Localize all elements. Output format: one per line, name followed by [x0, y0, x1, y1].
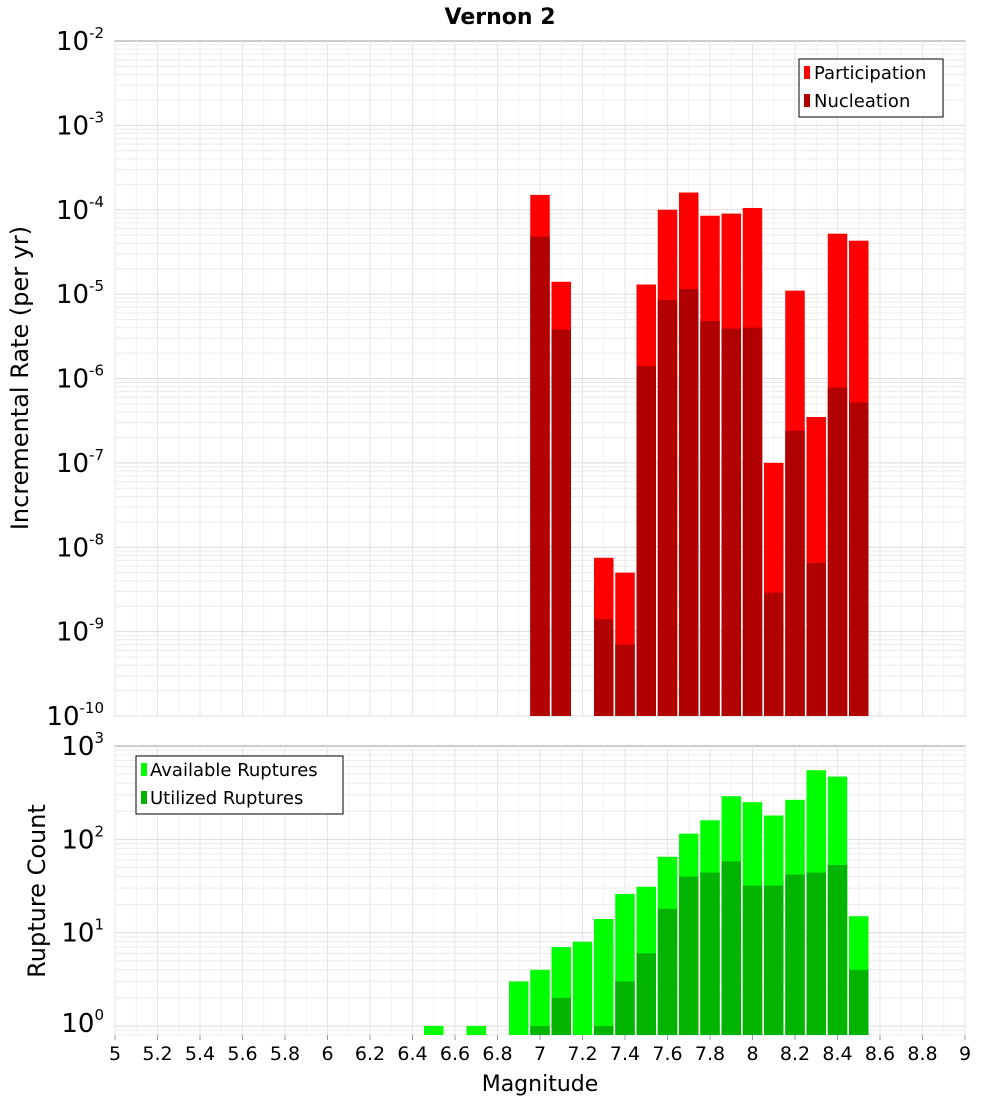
y-tick-label: 102	[61, 822, 104, 855]
x-tick-label: 6.2	[355, 1043, 385, 1065]
x-tick-labels: 5 5.2 5.4 5.6 5.8 6 6.2 6.4 6.6 6.8 7 7.2 7.4 7.6 7.8 8…	[109, 1035, 971, 1065]
count-bar-utilized-ruptures	[827, 865, 848, 1035]
y-tick-label: 10-9	[56, 615, 104, 648]
rate-bar-nucleation	[806, 563, 826, 716]
legend-swatch-participation	[804, 66, 810, 79]
x-tick-label: 5.4	[185, 1043, 215, 1065]
y-tick-label: 10-5	[56, 277, 104, 310]
x-tick-label: 8.6	[865, 1043, 895, 1065]
legend-label-available: Available Ruptures	[150, 760, 318, 781]
y-tick-label: 10-10	[46, 699, 104, 732]
x-tick-label: 6.4	[397, 1043, 427, 1065]
x-tick-label: 5.8	[270, 1043, 300, 1065]
y-tick-label: 10-4	[56, 193, 104, 226]
legend-swatch-nucleation	[804, 94, 810, 107]
x-tick-label: 6.6	[440, 1043, 470, 1065]
x-tick-label: 5.2	[142, 1043, 172, 1065]
y-tick-label: 10-6	[56, 362, 104, 395]
y-tick-label: 103	[61, 729, 104, 762]
rate-bar-nucleation	[636, 366, 656, 716]
x-tick-label: 9	[959, 1043, 971, 1065]
x-tick-label: 8	[746, 1043, 758, 1065]
rate-bar-nucleation	[657, 300, 678, 716]
rate-bar-nucleation	[721, 328, 741, 716]
count-bar-utilized-ruptures	[849, 969, 869, 1035]
legend-label-participation: Participation	[814, 63, 926, 84]
count-bar-utilized-ruptures	[657, 908, 678, 1035]
legend-swatch-utilized	[141, 791, 147, 804]
count-bar-available-ruptures	[530, 969, 550, 1035]
count-bar-available-ruptures	[466, 1025, 486, 1035]
rate-bar-nucleation	[764, 592, 784, 716]
count-bar-utilized-ruptures	[530, 1025, 550, 1035]
x-tick-label: 8.2	[780, 1043, 810, 1065]
count-legend: Available Ruptures Utilized Ruptures	[135, 755, 344, 815]
count-bar-utilized-ruptures	[594, 1025, 614, 1035]
x-tick-label: 5	[109, 1043, 121, 1065]
count-y-tick-labels: 100 101 102 103	[61, 729, 104, 1039]
rate-bar-nucleation	[827, 387, 848, 716]
y-tick-label: 10-8	[56, 530, 104, 563]
rate-bar-nucleation	[742, 327, 763, 716]
rate-y-tick-labels: 10-10 10-9 10-8 10-7 10-6 10-5 10-4 10-3 10-2	[46, 24, 104, 732]
count-y-axis-title: Rupture Count	[23, 804, 51, 978]
legend-swatch-available	[141, 763, 147, 776]
x-tick-label: 6	[321, 1043, 333, 1065]
count-bar-utilized-ruptures	[742, 885, 763, 1035]
x-tick-label: 8.4	[822, 1043, 852, 1065]
count-bar-utilized-ruptures	[636, 953, 656, 1035]
rate-bar-nucleation	[530, 236, 550, 716]
rate-bar-nucleation	[551, 329, 571, 716]
count-bar-utilized-ruptures	[764, 885, 784, 1035]
rate-legend: Participation Nucleation	[798, 58, 944, 118]
y-tick-label: 101	[61, 916, 104, 949]
x-tick-label: 7.8	[695, 1043, 725, 1065]
rate-bars	[530, 192, 869, 717]
x-tick-label: 7	[534, 1043, 546, 1065]
rate-bar-nucleation	[615, 644, 635, 716]
count-bar-utilized-ruptures	[700, 872, 720, 1035]
y-tick-label: 10-7	[56, 446, 104, 479]
count-bar-utilized-ruptures	[785, 874, 805, 1035]
rate-bar-nucleation	[700, 321, 720, 716]
x-tick-label: 7.6	[652, 1043, 682, 1065]
x-tick-label: 6.8	[482, 1043, 512, 1065]
y-tick-label: 10-3	[56, 108, 104, 141]
rate-y-axis-title: Incremental Rate (per yr)	[6, 226, 34, 530]
x-tick-label: 7.4	[610, 1043, 640, 1065]
rate-bar-nucleation	[594, 619, 614, 716]
x-tick-label: 5.6	[227, 1043, 257, 1065]
count-bar-utilized-ruptures	[806, 872, 826, 1035]
x-tick-label: 7.2	[567, 1043, 597, 1065]
legend-label-utilized: Utilized Ruptures	[150, 788, 303, 809]
count-bar-utilized-ruptures	[615, 981, 635, 1035]
count-panel: 100 101 102 103 5 5.2 5.4 5.6 5.8 6 6.2 6.4 6.6 6.8 7…	[23, 729, 971, 1065]
legend-label-nucleation: Nucleation	[814, 91, 910, 112]
count-bar-available-ruptures	[424, 1025, 444, 1035]
y-tick-label: 100	[61, 1006, 104, 1039]
count-bar-utilized-ruptures	[721, 861, 741, 1035]
rate-bar-nucleation	[849, 402, 869, 716]
count-bar-utilized-ruptures	[679, 876, 699, 1035]
rate-bar-nucleation	[679, 289, 699, 716]
count-bars	[424, 770, 869, 1035]
rate-bar-nucleation	[785, 430, 805, 716]
rate-panel: 10-10 10-9 10-8 10-7 10-6 10-5 10-4 10-3 10-2 In…	[6, 24, 966, 732]
count-bar-available-ruptures	[594, 919, 614, 1035]
count-bar-available-ruptures	[509, 981, 529, 1035]
y-tick-label: 10-2	[56, 24, 104, 57]
count-bar-utilized-ruptures	[551, 997, 571, 1035]
chart-title: Vernon 2	[445, 5, 556, 30]
x-axis-title: Magnitude	[482, 1072, 599, 1097]
count-bar-available-ruptures	[572, 941, 593, 1035]
x-tick-label: 8.8	[907, 1043, 937, 1065]
